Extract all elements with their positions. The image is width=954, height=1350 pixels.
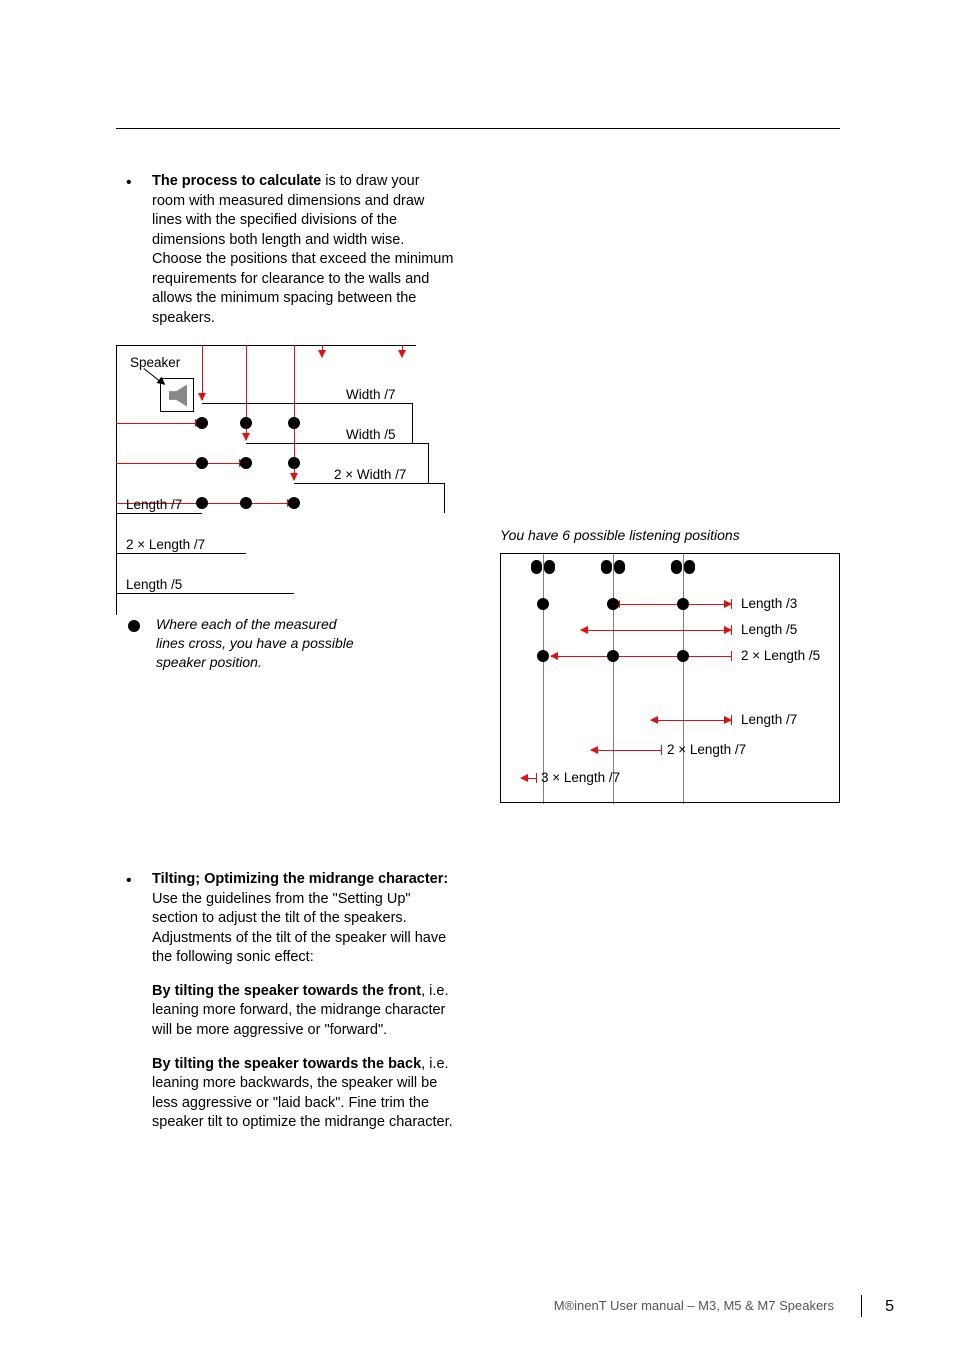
footer-page-number: 5 — [885, 1298, 894, 1316]
grid-dot — [288, 417, 300, 429]
d2-tick — [731, 651, 732, 661]
grid-dot — [196, 457, 208, 469]
listen-dot — [677, 598, 689, 610]
d1-red-tick-2 — [402, 345, 403, 357]
d1-step-1 — [202, 403, 412, 404]
d2-arr-l7 — [651, 720, 731, 721]
label-3l7: 3 × Length /7 — [541, 770, 620, 785]
label-l5: Length /5 — [741, 622, 797, 637]
bullet-tilting-lead: Tilting; Optimizing the midrange charact… — [152, 871, 448, 887]
listen-dot — [607, 598, 619, 610]
bullet-list-2: Tilting; Optimizing the midrange charact… — [116, 870, 456, 968]
label-width-7: Width /7 — [346, 387, 396, 402]
d1-step-2 — [246, 443, 428, 444]
speaker-position-diagram: Speaker Width /7 Width /5 2 × Width /7 L… — [116, 345, 456, 625]
d2-arr-l5 — [581, 630, 731, 631]
label-l3: Length /3 — [741, 596, 797, 611]
d2-arr-2l7 — [591, 750, 661, 751]
left-column: The process to calculate is to draw your… — [116, 172, 456, 625]
d1-red-h-2l7 — [116, 463, 246, 464]
diagram2-caption: You have 6 possible listening positions — [500, 527, 860, 543]
d2-tick — [731, 715, 732, 725]
para-tilt-back: By tilting the speaker towards the back,… — [116, 1055, 456, 1133]
header-rule — [116, 128, 840, 129]
para-tilt-front: By tilting the speaker towards the front… — [116, 982, 456, 1041]
label-l7: Length /7 — [741, 712, 797, 727]
d2-vline-2 — [613, 554, 614, 804]
footer-text: M®inenT User manual – M3, M5 & M7 Speake… — [554, 1298, 834, 1313]
label-2l7: 2 × Length /7 — [667, 742, 746, 757]
label-length-5: Length /5 — [126, 577, 182, 592]
diagram1-speaker-label: Speaker — [130, 355, 180, 370]
tilt-back-lead: By tilting the speaker towards the back — [152, 1056, 421, 1072]
listen-dot — [537, 598, 549, 610]
d2-vline-3 — [683, 554, 684, 804]
listen-dot — [677, 650, 689, 662]
grid-dot — [240, 457, 252, 469]
d1-red-h-l7 — [116, 423, 202, 424]
lower-left-block: Tilting; Optimizing the midrange charact… — [116, 870, 456, 1147]
grid-dot — [196, 497, 208, 509]
grid-dot — [288, 457, 300, 469]
listening-positions-diagram: Length /3 Length /5 2 × Length /5 Length… — [500, 553, 840, 803]
listen-dot — [537, 650, 549, 662]
d2-vline-1 — [543, 554, 544, 804]
d2-tick — [661, 745, 662, 755]
grid-dot — [196, 417, 208, 429]
d1-red-v-w7 — [202, 345, 203, 400]
d1-2l7-line — [116, 553, 246, 554]
speaker-cone-icon — [169, 385, 187, 407]
diagram1-legend: Where each of the measured lines cross, … — [128, 615, 358, 672]
tilt-front-lead: By tilting the speaker towards the front — [152, 983, 421, 999]
legend-text: Where each of the measured lines cross, … — [156, 615, 358, 672]
d1-l5-line — [116, 593, 294, 594]
grid-dot — [288, 497, 300, 509]
d1-step-3v — [444, 483, 445, 513]
bullet-process-rest: is to draw your room with measured dimen… — [152, 173, 453, 326]
bullet-list-1: The process to calculate is to draw your… — [116, 172, 456, 329]
label-2length-7: 2 × Length /7 — [126, 537, 205, 552]
d1-step-1v — [412, 403, 413, 443]
d1-step-3 — [294, 483, 444, 484]
d1-l7-line — [116, 513, 202, 514]
bullet-process: The process to calculate is to draw your… — [116, 172, 456, 329]
grid-dot — [240, 417, 252, 429]
d2-tick — [731, 599, 732, 609]
footer-separator — [861, 1295, 862, 1317]
d1-red-tick-1 — [322, 345, 323, 357]
label-width-5: Width /5 — [346, 427, 396, 442]
label-2l5: 2 × Length /5 — [741, 648, 820, 663]
d2-arr-2l5 — [551, 656, 731, 657]
grid-dot — [240, 497, 252, 509]
bullet-tilting: Tilting; Optimizing the midrange charact… — [116, 870, 456, 968]
d1-step-2v — [428, 443, 429, 483]
d2-tick — [731, 625, 732, 635]
label-2width-7: 2 × Width /7 — [334, 467, 406, 482]
bullet-tilting-rest: Use the guidelines from the "Setting Up"… — [152, 891, 446, 966]
d2-arr-3l7 — [521, 778, 536, 779]
d2-arr-l3 — [613, 604, 731, 605]
listening-positions-block: You have 6 possible listening positions … — [500, 527, 860, 803]
d2-tick — [536, 773, 537, 783]
label-length-7: Length /7 — [126, 497, 182, 512]
listen-dot — [607, 650, 619, 662]
bullet-process-lead: The process to calculate — [152, 173, 321, 189]
